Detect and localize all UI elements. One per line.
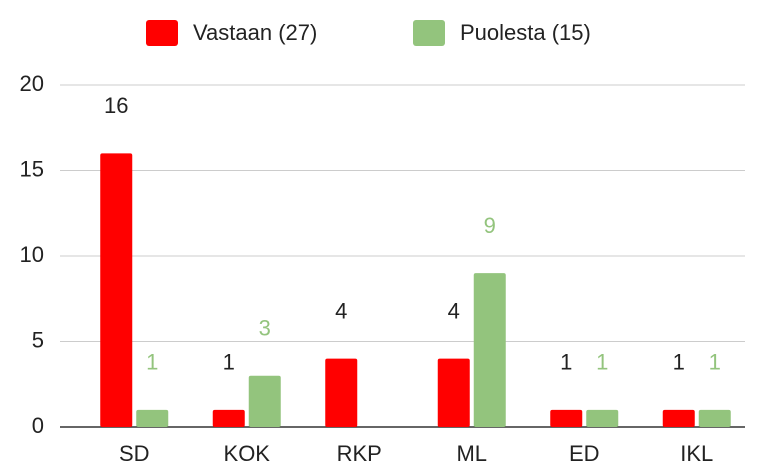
bar — [212, 409, 245, 427]
bar — [473, 273, 506, 427]
legend-swatch — [146, 20, 178, 46]
y-tick-label: 15 — [20, 156, 44, 181]
x-tick-label: ML — [456, 441, 487, 466]
bar — [248, 375, 281, 427]
y-tick-label: 20 — [20, 71, 44, 96]
x-tick-label: ED — [569, 441, 600, 466]
data-label: 1 — [673, 350, 685, 375]
data-label: 3 — [259, 316, 271, 341]
data-label: 1 — [560, 350, 572, 375]
bar — [136, 409, 169, 427]
data-label: 1 — [709, 350, 721, 375]
bar — [100, 153, 133, 427]
data-label: 4 — [335, 298, 347, 323]
data-label: 1 — [596, 350, 608, 375]
bar — [325, 358, 358, 427]
data-label: 16 — [104, 93, 128, 118]
bar — [550, 409, 583, 427]
x-tick-label: KOK — [224, 441, 271, 466]
data-label: 1 — [146, 350, 158, 375]
x-tick-label: SD — [119, 441, 150, 466]
y-tick-label: 0 — [32, 413, 44, 438]
bar — [662, 409, 695, 427]
bar — [698, 409, 731, 427]
x-tick-label: RKP — [337, 441, 382, 466]
y-tick-label: 10 — [20, 242, 44, 267]
x-tick-label: IKL — [680, 441, 713, 466]
legend-swatch — [413, 20, 445, 46]
data-label: 4 — [448, 298, 460, 323]
y-tick-label: 5 — [32, 327, 44, 352]
legend-label: Vastaan (27) — [193, 20, 317, 45]
bar — [437, 358, 470, 427]
legend-label: Puolesta (15) — [460, 20, 591, 45]
bar — [586, 409, 619, 427]
data-label: 1 — [223, 350, 235, 375]
data-label: 9 — [484, 213, 496, 238]
